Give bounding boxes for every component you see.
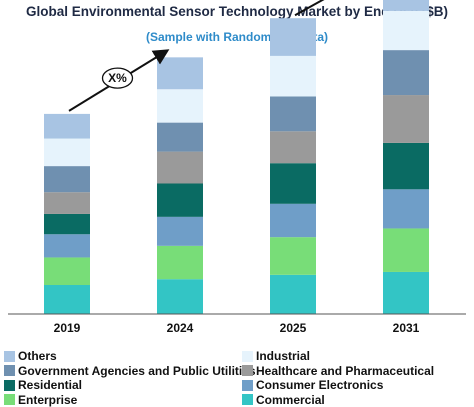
chart-title: Global Environmental Sensor Technology M…	[25, 4, 449, 19]
legend-item: Government Agencies and Public Utilities	[4, 364, 256, 378]
bar-segment-2025-commercial	[270, 274, 316, 314]
x-tick-label: 2024	[167, 321, 194, 335]
bar-segment-2025-healthcare-and-pharmaceutical	[270, 131, 316, 164]
growth-label: X%	[108, 71, 127, 85]
bar-segment-2024-government-agencies-and-public-utilities	[157, 122, 203, 152]
x-tick-label: 2019	[54, 321, 81, 335]
legend-label: Government Agencies and Public Utilities	[18, 363, 256, 378]
legend-item: Industrial	[242, 349, 310, 363]
legend-label: Consumer Electronics	[256, 378, 384, 392]
legend-swatch	[242, 379, 253, 391]
legend-item: Others	[4, 349, 57, 363]
bar-segment-2025-others	[270, 18, 316, 56]
legend-swatch	[4, 350, 15, 362]
bar-segment-2025-consumer-electronics	[270, 203, 316, 238]
bar-segment-2025-residential	[270, 163, 316, 204]
bar-segment-2019-industrial	[44, 138, 90, 167]
legend-swatch	[4, 379, 15, 391]
bar-segment-2025-industrial	[270, 55, 316, 97]
legend-label: Commercial	[256, 392, 325, 407]
bar-segment-2024-industrial	[157, 89, 203, 123]
legend-swatch	[4, 394, 15, 405]
bar-segment-2031-enterprise	[383, 228, 429, 272]
legend-item: Consumer Electronics	[242, 378, 383, 392]
legend-label: Residential	[18, 378, 83, 392]
bar-segment-2031-consumer-electronics	[383, 189, 429, 229]
legend-item: Residential	[4, 378, 82, 392]
growth-arrow	[294, 0, 325, 17]
bar-segment-2024-enterprise	[157, 245, 203, 280]
x-tick-label: 2025	[280, 321, 307, 335]
legend-swatch	[242, 365, 253, 376]
legend-swatch	[242, 350, 253, 362]
bar-segment-2025-government-agencies-and-public-utilities	[270, 96, 316, 132]
bar-segment-2031-industrial	[383, 10, 429, 51]
bar-segment-2031-residential	[383, 142, 429, 190]
bar-segment-2031-commercial	[383, 271, 429, 314]
legend-item: Healthcare and Pharmaceutical	[242, 364, 434, 378]
bar-segment-2019-others	[44, 113, 90, 139]
legend-label: Enterprise	[18, 392, 78, 407]
legend-item: Commercial	[242, 393, 325, 407]
bar-segment-2024-healthcare-and-pharmaceutical	[157, 151, 203, 184]
bar-segment-2019-consumer-electronics	[44, 234, 90, 258]
bar-segment-2024-commercial	[157, 279, 203, 314]
bar-segment-2019-enterprise	[44, 257, 90, 285]
x-tick-label: 2031	[393, 321, 420, 335]
bar-segment-2019-healthcare-and-pharmaceutical	[44, 192, 90, 214]
legend-item: Enterprise	[4, 393, 77, 407]
legend-label: Others	[18, 349, 57, 363]
legend-swatch	[4, 365, 15, 376]
bar-segment-2031-government-agencies-and-public-utilities	[383, 50, 429, 96]
bar-segment-2031-healthcare-and-pharmaceutical	[383, 95, 429, 143]
bar-segment-2024-others	[157, 57, 203, 90]
bar-segment-2025-enterprise	[270, 237, 316, 275]
bar-segment-2024-residential	[157, 183, 203, 217]
bar-segment-2031-others	[383, 0, 429, 11]
bar-segment-2019-commercial	[44, 285, 90, 314]
growth-label-oval	[101, 67, 134, 89]
bar-segment-2019-government-agencies-and-public-utilities	[44, 166, 90, 193]
legend-label: Industrial	[256, 349, 311, 363]
bar-segment-2019-residential	[44, 213, 90, 235]
legend-swatch	[242, 394, 253, 405]
bar-segment-2024-consumer-electronics	[157, 216, 203, 246]
legend-label: Healthcare and Pharmaceutical	[256, 363, 435, 378]
